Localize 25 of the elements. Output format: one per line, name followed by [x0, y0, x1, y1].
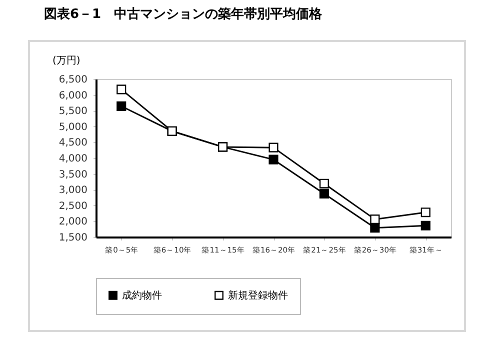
y-tick-label: 2,000 [58, 216, 88, 228]
y-tick-label: 3,500 [58, 169, 88, 180]
y-tick-label: 6,000 [58, 90, 88, 102]
point [116, 84, 126, 94]
legend-label: 新規登録物件 [228, 289, 288, 302]
y-tick-label: 4,000 [58, 154, 88, 164]
y-tick-label: 1,500 [58, 232, 88, 244]
point [319, 178, 329, 188]
y-axis-title: (万円) [52, 56, 80, 66]
point [268, 142, 278, 152]
y-tick-label: 6,500 [58, 74, 88, 86]
point [268, 154, 278, 164]
point [319, 188, 329, 198]
point [116, 101, 126, 111]
y-tick-label: 3,000 [58, 185, 88, 196]
y-tick-label: 4,500 [58, 138, 88, 149]
y-tick-label: 5,000 [58, 122, 88, 133]
y-tick-label: 2,500 [58, 200, 88, 212]
point [420, 220, 430, 230]
legend-label: 成約物件 [122, 289, 162, 302]
point [370, 223, 380, 233]
point [370, 214, 380, 224]
y-tick-label: 5,500 [58, 106, 88, 118]
point [420, 208, 430, 218]
chart-title: 図表6－1 中古マンションの築年帯別平均価格 [44, 7, 324, 22]
